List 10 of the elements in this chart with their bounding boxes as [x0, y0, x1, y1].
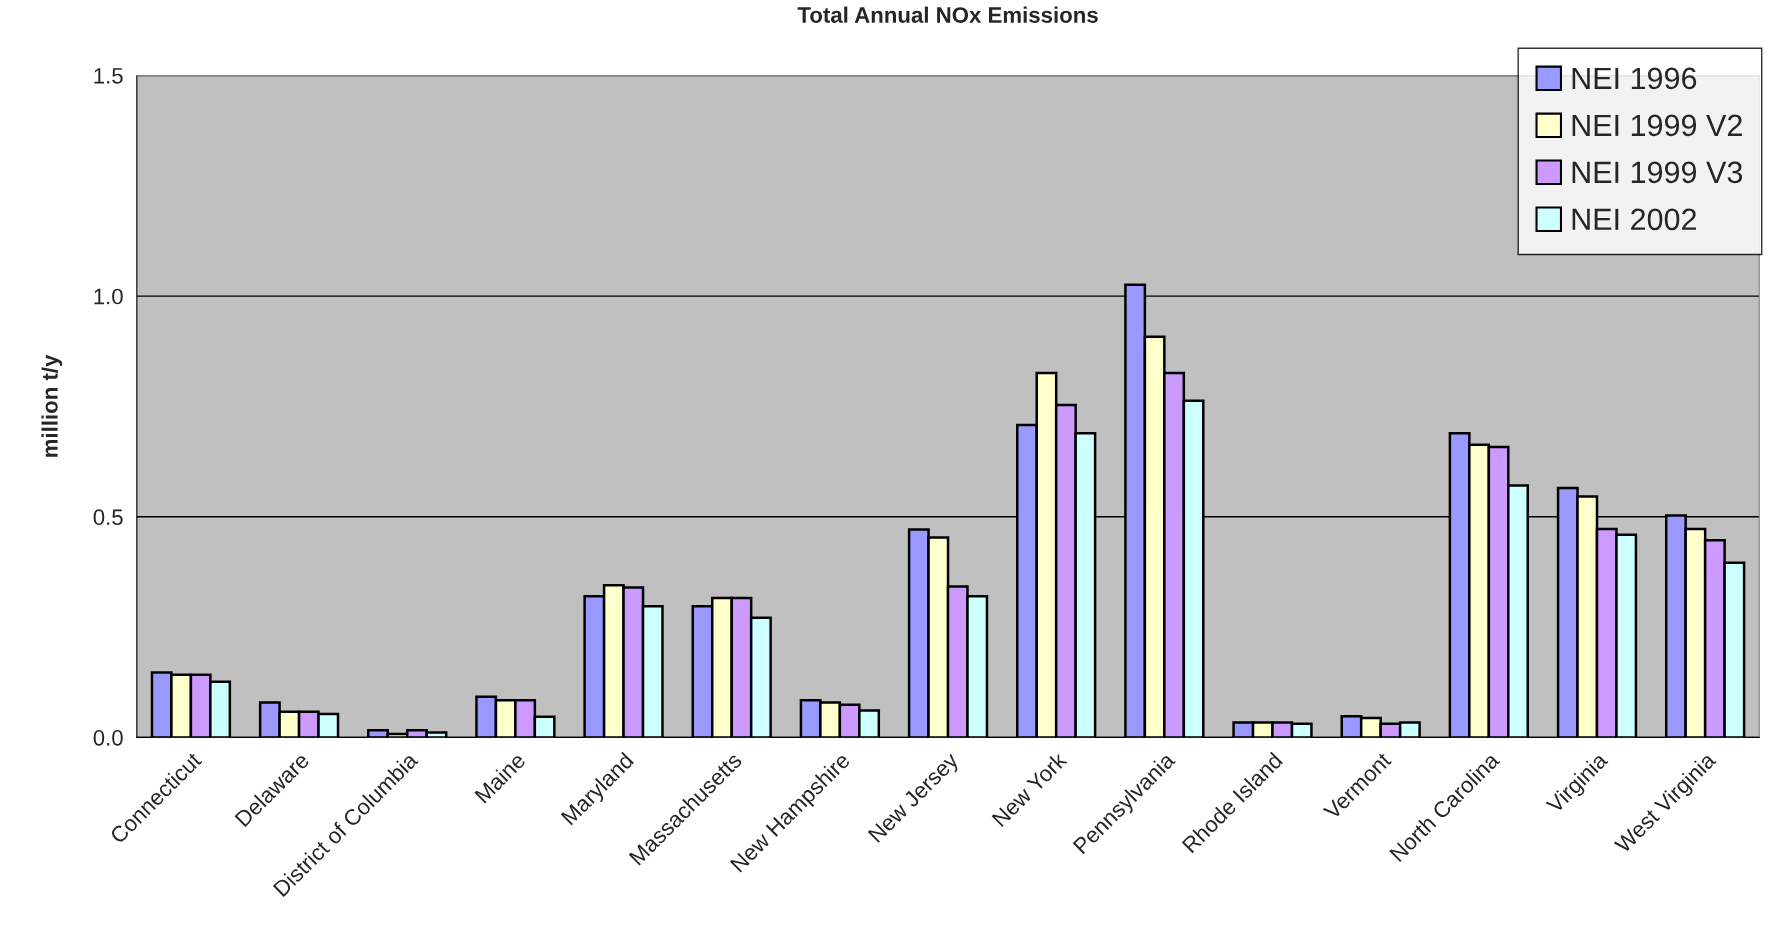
legend-label: NEI 1999 V3 — [1572, 161, 1743, 184]
chart-title: Total Annual NOx Emissions — [797, 6, 1098, 23]
legend-label: NEI 2002 — [1572, 208, 1696, 231]
y-tick-label: 0.5 — [93, 509, 123, 526]
y-axis-title: million t/y — [41, 354, 63, 457]
legend-label: NEI 1999 V2 — [1572, 114, 1742, 137]
y-tick-label: 0.0 — [93, 729, 123, 746]
legend-label: NEI 1996 — [1572, 67, 1697, 90]
y-tick-label: 1.0 — [94, 288, 123, 305]
y-tick-label: 1.5 — [94, 68, 123, 84]
